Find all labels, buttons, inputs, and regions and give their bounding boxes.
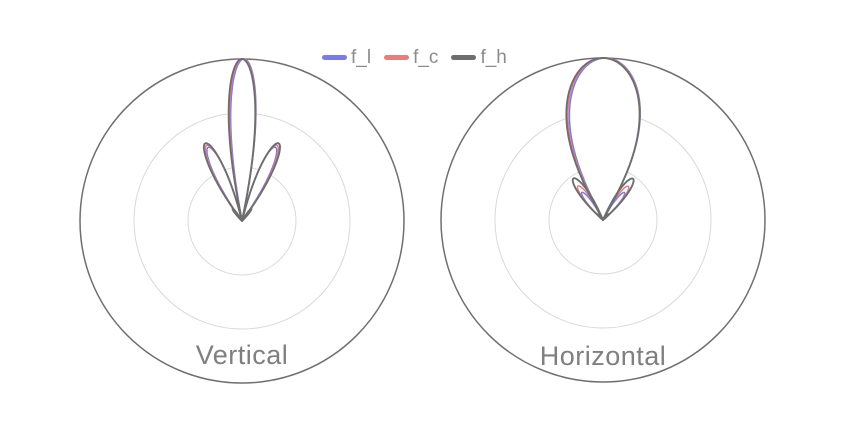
legend: f_l f_c f_h: [322, 48, 507, 67]
radiation-lobe-fill-f_h: [572, 178, 603, 220]
plot-title-horizontal: Horizontal: [539, 341, 667, 371]
radiation-lobe-f_h: [241, 142, 281, 222]
plot-title-vertical: Vertical: [195, 340, 289, 370]
radiation-lobe-f_h: [565, 57, 641, 221]
legend-label-f_h: f_h: [480, 47, 507, 68]
legend-item-f_c: f_c: [384, 48, 438, 67]
radiation-lobe-fill-f_h: [242, 143, 280, 221]
radiation-lobe-f_h: [227, 58, 257, 222]
legend-line-swatch-f_l: [322, 55, 347, 60]
legend-item-f_l: f_l: [322, 48, 371, 67]
radiation-lobe-f_h: [602, 213, 610, 221]
legend-label-f_c: f_c: [413, 47, 439, 68]
radiation-lobe-fill-f_h: [603, 178, 634, 220]
radiation-lobe-fill-f_h: [203, 143, 242, 221]
radiation-lobe-f_h: [571, 177, 604, 221]
legend-item-f_h: f_h: [451, 47, 507, 68]
radiation-lobe-fill-f_h: [566, 58, 640, 220]
legend-line-swatch-f_h: [451, 55, 477, 60]
radiation-lobe-f_h: [596, 213, 604, 221]
radiation-lobe-f_h: [241, 207, 253, 222]
radiation-lobe-f_h: [602, 177, 635, 221]
legend-line-swatch-f_c: [384, 55, 410, 60]
legend-label-f_l: f_l: [351, 47, 372, 68]
radiation-lobe-f_h: [202, 142, 243, 222]
radiation-lobe-f_h: [231, 207, 243, 222]
